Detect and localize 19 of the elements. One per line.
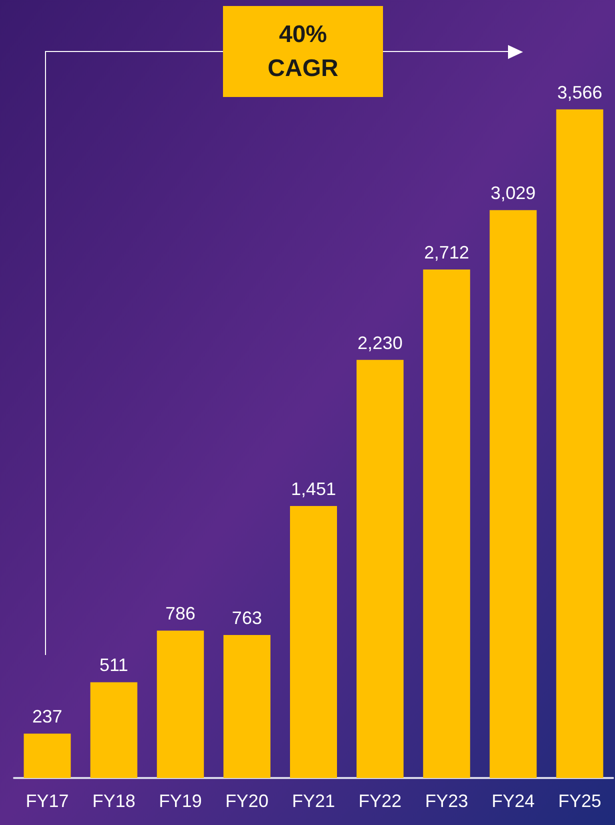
x-tick-label: FY18 — [92, 791, 136, 811]
data-label: 3,566 — [557, 82, 602, 102]
x-tick-label: FY24 — [492, 791, 535, 811]
x-tick-label: FY21 — [292, 791, 336, 811]
data-label: 1,451 — [290, 478, 336, 499]
data-label: 786 — [165, 604, 196, 624]
x-tick-label: FY17 — [26, 791, 69, 811]
text: 40% CAGR — [223, 6, 383, 97]
data-label: 511 — [99, 655, 128, 676]
data-label: 237 — [32, 706, 62, 727]
data-label: 2,712 — [424, 242, 470, 262]
data-label: 2,230 — [358, 332, 403, 353]
data-label: 3,029 — [490, 183, 536, 204]
x-tick-label: FY20 — [225, 791, 268, 811]
x-tick-label: FY19 — [158, 791, 202, 811]
x-tick-label: FY23 — [425, 791, 468, 811]
data-label: 763 — [232, 608, 262, 628]
x-tick-label: FY22 — [358, 791, 402, 811]
x-tick-label: FY25 — [558, 791, 602, 811]
